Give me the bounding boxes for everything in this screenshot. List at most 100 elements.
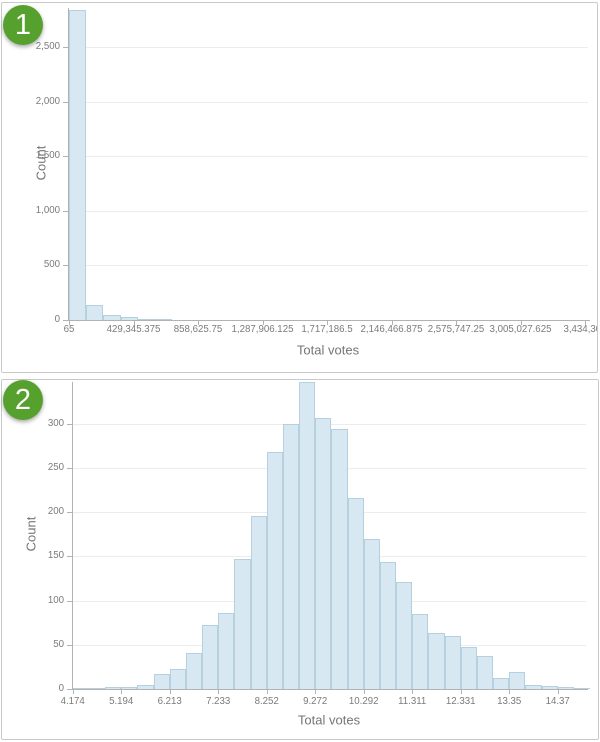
histogram-bar[interactable] xyxy=(88,688,106,690)
step-2-badge: 2 xyxy=(3,380,43,420)
y-tick-mark xyxy=(63,156,68,158)
y-tick-label: 2,000 xyxy=(35,95,60,107)
histogram-bar[interactable] xyxy=(69,9,87,320)
x-tick-mark xyxy=(391,320,393,325)
histogram-bar[interactable] xyxy=(541,686,558,689)
y-tick-label: 500 xyxy=(43,259,60,271)
histogram-bar[interactable] xyxy=(412,613,429,689)
y-tick-mark xyxy=(63,47,68,48)
x-tick-label: 5.194 xyxy=(109,696,134,707)
histogram-bar[interactable] xyxy=(428,633,445,689)
y-tick-mark xyxy=(63,265,68,267)
histogram-bar[interactable] xyxy=(153,673,170,689)
x-tick-label: 11.311 xyxy=(398,696,427,707)
histogram-bar[interactable] xyxy=(299,382,316,689)
x-tick-mark xyxy=(557,689,559,694)
histogram-bar[interactable] xyxy=(266,452,283,689)
x-tick-label: 13.35 xyxy=(497,696,522,707)
x-tick-mark xyxy=(363,689,365,694)
histogram-bar[interactable] xyxy=(121,687,138,689)
y-tick-mark xyxy=(67,556,72,558)
y-tick-label: 0 xyxy=(58,683,64,694)
x-tick-label: 6.213 xyxy=(157,696,182,707)
histogram-bar[interactable] xyxy=(379,561,397,689)
x-tick-mark xyxy=(198,320,199,325)
y-axis-title: Count xyxy=(33,145,49,181)
x-tick-mark xyxy=(262,320,264,325)
gridline xyxy=(68,210,588,212)
y-axis-line xyxy=(68,8,69,320)
histogram-bar[interactable] xyxy=(509,672,526,689)
histogram-bar[interactable] xyxy=(250,515,267,689)
y-tick-mark xyxy=(67,512,72,514)
histogram-bar[interactable] xyxy=(155,319,173,321)
histogram-bar[interactable] xyxy=(137,319,155,321)
histogram-bar[interactable] xyxy=(137,684,154,689)
x-tick-label: 8.252 xyxy=(254,696,279,707)
histogram-bar[interactable] xyxy=(347,498,364,689)
x-axis-line xyxy=(68,320,590,321)
histogram-bar[interactable] xyxy=(315,418,332,689)
y-tick-mark xyxy=(67,644,72,646)
histogram-bar[interactable] xyxy=(557,687,574,689)
y-axis-line xyxy=(72,382,73,689)
y-tick-label: 250 xyxy=(47,462,64,473)
x-tick-mark xyxy=(412,689,414,694)
histogram-bar[interactable] xyxy=(234,559,251,689)
histogram-bar[interactable] xyxy=(185,652,203,689)
y-axis-title: Count xyxy=(23,516,39,552)
x-tick-mark xyxy=(327,320,328,325)
histogram-bar[interactable] xyxy=(218,612,235,689)
x-tick-mark xyxy=(456,320,457,325)
histogram-bar[interactable] xyxy=(396,582,413,689)
y-tick-mark xyxy=(67,468,72,469)
histogram-bar[interactable] xyxy=(363,538,380,689)
x-tick-label: 12.331 xyxy=(445,696,476,707)
histogram-bar[interactable] xyxy=(460,647,477,689)
y-tick-label: 300 xyxy=(47,417,64,429)
histogram-bar[interactable] xyxy=(573,688,591,690)
x-tick-label: 2,575,747.25 xyxy=(427,324,485,335)
x-tick-label: 3,434,308 xyxy=(563,324,597,335)
x-tick-mark xyxy=(585,320,586,325)
chart1-panel: 0 500 1,000 1,500 2,000 2,500 65 429,345.375 858… xyxy=(1,2,598,373)
histogram-bar[interactable] xyxy=(72,688,89,690)
y-tick-label: 1,000 xyxy=(35,204,60,216)
x-tick-mark xyxy=(460,689,462,694)
histogram-bar[interactable] xyxy=(493,677,510,689)
x-tick-label: 1,287,906.125 xyxy=(231,324,294,335)
chart2-panel: 0 50 100 150 200 250 300 4.174 5.194 6.213 7.233 8.… xyxy=(1,379,599,740)
x-tick-mark xyxy=(72,689,74,694)
x-tick-label: 1,717,186.5 xyxy=(301,324,353,335)
histogram-bar[interactable] xyxy=(202,625,219,689)
x-tick-label: 3,005,027.625 xyxy=(489,324,552,335)
histogram-bar[interactable] xyxy=(169,668,186,689)
histogram-bar[interactable] xyxy=(331,429,348,689)
histogram-bar[interactable] xyxy=(282,423,300,689)
x-tick-mark xyxy=(509,689,511,694)
y-tick-mark xyxy=(67,689,72,690)
histogram-bar[interactable] xyxy=(525,685,542,689)
y-tick-mark xyxy=(67,423,72,425)
x-tick-label: 14.37 xyxy=(545,696,570,707)
x-axis-title: Total votes xyxy=(296,342,360,358)
x-tick-label: 65 xyxy=(63,324,75,335)
histogram-bar[interactable] xyxy=(444,635,461,689)
chart2-histogram: 0 50 100 150 200 250 300 4.174 5.194 6.213 7.233 8.… xyxy=(2,380,598,739)
y-tick-label: 1,500 xyxy=(35,150,60,162)
x-tick-mark xyxy=(266,689,268,694)
x-tick-mark xyxy=(520,320,522,325)
gridline xyxy=(68,101,588,103)
x-tick-label: 2,146,466.875 xyxy=(360,324,423,335)
histogram-bar[interactable] xyxy=(86,305,104,320)
y-tick-label: 150 xyxy=(47,550,64,562)
x-tick-label: 4.174 xyxy=(60,696,85,707)
y-tick-label: 100 xyxy=(47,594,64,606)
y-tick-mark xyxy=(63,320,68,321)
x-tick-label: 10.292 xyxy=(348,696,379,707)
histogram-bar[interactable] xyxy=(476,656,494,689)
histogram-bar[interactable] xyxy=(105,687,122,689)
gridline xyxy=(68,156,588,158)
histogram-bar[interactable] xyxy=(120,317,138,320)
histogram-bar[interactable] xyxy=(103,314,121,320)
